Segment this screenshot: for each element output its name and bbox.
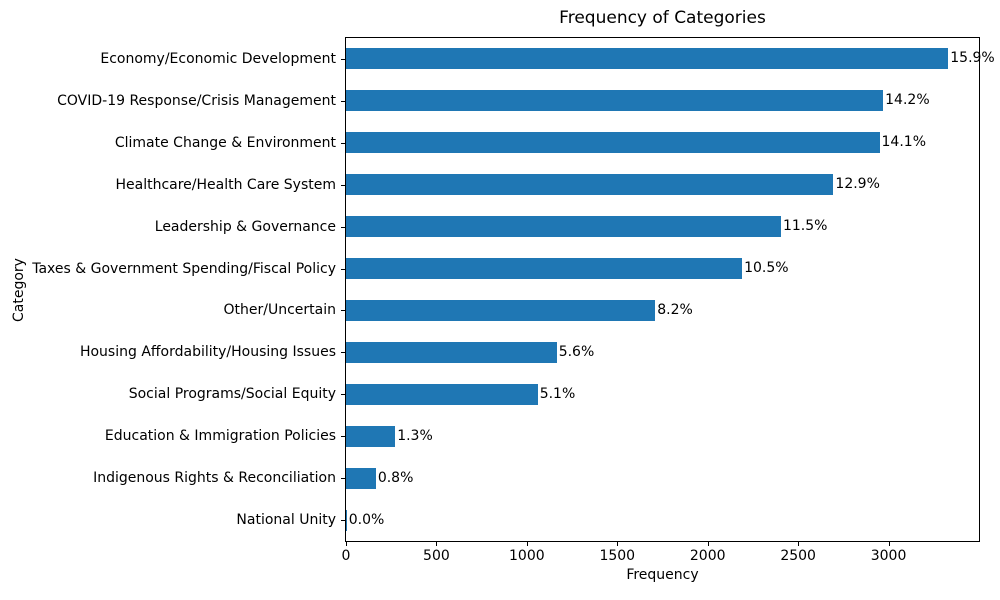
bar xyxy=(346,341,557,363)
x-axis-label: Frequency xyxy=(626,567,699,583)
bar xyxy=(346,299,656,321)
category-label: Economy/Economic Development xyxy=(100,50,336,67)
x-axis-tick xyxy=(707,542,709,546)
category-label: Housing Affordability/Housing Issues xyxy=(79,344,336,361)
x-tick-label: 2000 xyxy=(689,548,726,564)
bar-value-label: 8.2% xyxy=(657,301,693,318)
y-axis-tick xyxy=(341,58,345,60)
x-tick-label: 3000 xyxy=(870,548,907,564)
x-axis-tick xyxy=(346,542,347,546)
y-axis-tick xyxy=(341,394,345,396)
bar-value-label: 14.2% xyxy=(885,92,930,109)
category-label: Climate Change & Environment xyxy=(114,134,336,151)
x-tick-label: 500 xyxy=(423,548,450,564)
y-axis-tick xyxy=(341,142,345,144)
x-axis-tick xyxy=(888,542,890,546)
bar xyxy=(346,174,834,196)
bar xyxy=(346,258,743,280)
category-label: Healthcare/Health Care System xyxy=(115,176,336,193)
bar-value-label: 15.9% xyxy=(950,50,995,67)
bar xyxy=(346,48,949,70)
bar xyxy=(346,90,884,112)
x-axis-tick xyxy=(617,542,619,546)
bar-value-label: 14.1% xyxy=(881,134,926,151)
y-axis-tick xyxy=(341,478,345,480)
bar xyxy=(346,509,347,531)
x-axis-tick xyxy=(798,542,800,546)
x-axis-tick xyxy=(436,542,438,546)
y-axis-tick xyxy=(341,268,345,270)
x-tick-label: 1500 xyxy=(599,548,636,564)
bar-value-label: 10.5% xyxy=(744,260,789,277)
bar-value-label: 5.1% xyxy=(539,385,576,402)
bar-value-label: 12.9% xyxy=(835,176,880,193)
category-label: Indigenous Rights & Reconciliation xyxy=(93,470,336,487)
bar-value-label: 0.8% xyxy=(377,469,414,486)
bar xyxy=(346,216,781,238)
bar xyxy=(346,132,880,154)
category-label: Other/Uncertain xyxy=(223,302,337,319)
category-label: Taxes & Government Spending/Fiscal Polic… xyxy=(32,260,336,277)
category-label: Education & Immigration Policies xyxy=(104,428,336,445)
y-axis-tick xyxy=(341,310,345,312)
chart-title: Frequency of Categories xyxy=(559,8,766,28)
category-label: COVID-19 Response/Crisis Management xyxy=(57,92,336,109)
y-axis-tick xyxy=(341,352,345,354)
x-axis-tick xyxy=(526,542,528,546)
y-axis-tick xyxy=(341,184,345,186)
bar-value-label: 11.5% xyxy=(782,218,828,235)
y-axis-tick xyxy=(341,436,345,438)
bar-value-label: 1.3% xyxy=(397,427,433,444)
x-tick-label: 1000 xyxy=(509,548,545,564)
bar xyxy=(346,467,376,489)
plot-area: 15.9% 14.2% 14.1% 12.9% 11.5% 10.5% 8.2% 5.6% 5.… xyxy=(345,37,995,542)
y-axis-tick xyxy=(341,100,345,102)
bar-value-label: 0.0% xyxy=(348,511,385,528)
category-label: National Unity xyxy=(236,512,336,529)
y-axis-tick xyxy=(341,520,345,522)
category-label: Social Programs/Social Equity xyxy=(128,386,336,403)
bar-value-label: 5.6% xyxy=(558,343,595,360)
bar xyxy=(346,383,538,405)
x-tick-label: 2500 xyxy=(780,548,816,564)
y-axis-tick xyxy=(341,226,345,228)
category-label: Leadership & Governance xyxy=(154,218,336,235)
x-tick-label: 0 xyxy=(341,548,351,564)
bar xyxy=(346,425,396,447)
